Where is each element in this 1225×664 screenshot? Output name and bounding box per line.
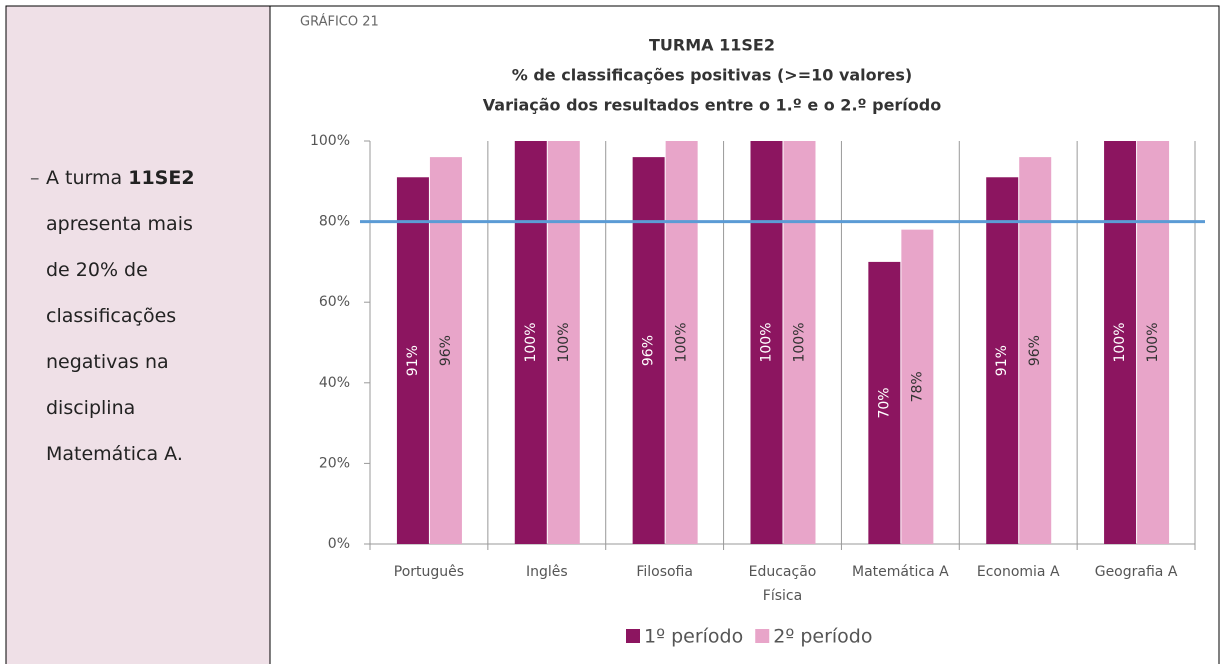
x-tick-label: Português [394, 564, 464, 580]
y-tick-label: 20% [319, 455, 350, 471]
bar [901, 229, 934, 544]
x-tick-label: Inglês [526, 564, 568, 580]
bar [1104, 141, 1137, 544]
legend-label: 1º período [644, 626, 743, 648]
sidebar-panel [5, 5, 271, 664]
x-tick-label: Geografia A [1095, 564, 1178, 580]
bar [783, 141, 816, 544]
data-label: 70% [876, 387, 892, 418]
data-label: 96% [438, 335, 454, 366]
legend-swatch [626, 629, 640, 643]
chart-title: TURMA 11SE2 [649, 36, 775, 55]
text: apresenta mais de 20% de classificações … [46, 213, 193, 465]
chart-label: GRÁFICO 21 [300, 14, 379, 30]
legend-swatch [755, 629, 770, 643]
text: A turma [46, 167, 123, 189]
bar [665, 141, 698, 544]
chart-subtitle: Variação dos resultados entre o 1.º e o … [483, 96, 941, 115]
data-label: 96% [1027, 335, 1043, 366]
y-tick-label: 0% [328, 536, 350, 552]
data-label: 100% [1145, 322, 1161, 362]
chart-subtitle: % de classificações positivas (>=10 valo… [512, 66, 912, 85]
data-label: 96% [641, 335, 657, 366]
bar [750, 141, 783, 544]
data-label: 100% [556, 322, 572, 362]
data-label: 78% [909, 371, 925, 402]
x-tick-label: Filosofia [636, 564, 693, 580]
bullet: – [30, 167, 40, 189]
bar [868, 261, 901, 544]
data-label: 100% [523, 322, 539, 362]
y-tick-label: 80% [319, 214, 350, 230]
y-tick-label: 100% [310, 133, 350, 149]
bar [547, 141, 580, 544]
x-tick-label: Economia A [977, 564, 1060, 580]
y-tick-label: 60% [319, 294, 350, 310]
bar [396, 177, 429, 544]
y-tick-label: 40% [319, 375, 350, 391]
bar [1137, 141, 1170, 544]
data-label: 100% [792, 322, 808, 362]
bar [986, 177, 1019, 544]
bar [514, 141, 547, 544]
x-tick-label: Educação Física [749, 564, 817, 604]
bold-text: 11SE2 [128, 167, 195, 189]
data-label: 91% [405, 345, 421, 376]
data-label: 100% [674, 322, 690, 362]
data-label: 100% [1112, 322, 1128, 362]
data-label: 91% [994, 345, 1010, 376]
x-tick-label: Matemática A [852, 564, 949, 580]
sidebar: – A turma 11SE2 apresenta mais de 20% de … [30, 155, 210, 477]
data-label: 100% [759, 322, 775, 362]
sidebar-text: – A turma 11SE2 apresenta mais de 20% de … [30, 155, 196, 477]
legend-label: 2º período [773, 626, 872, 648]
